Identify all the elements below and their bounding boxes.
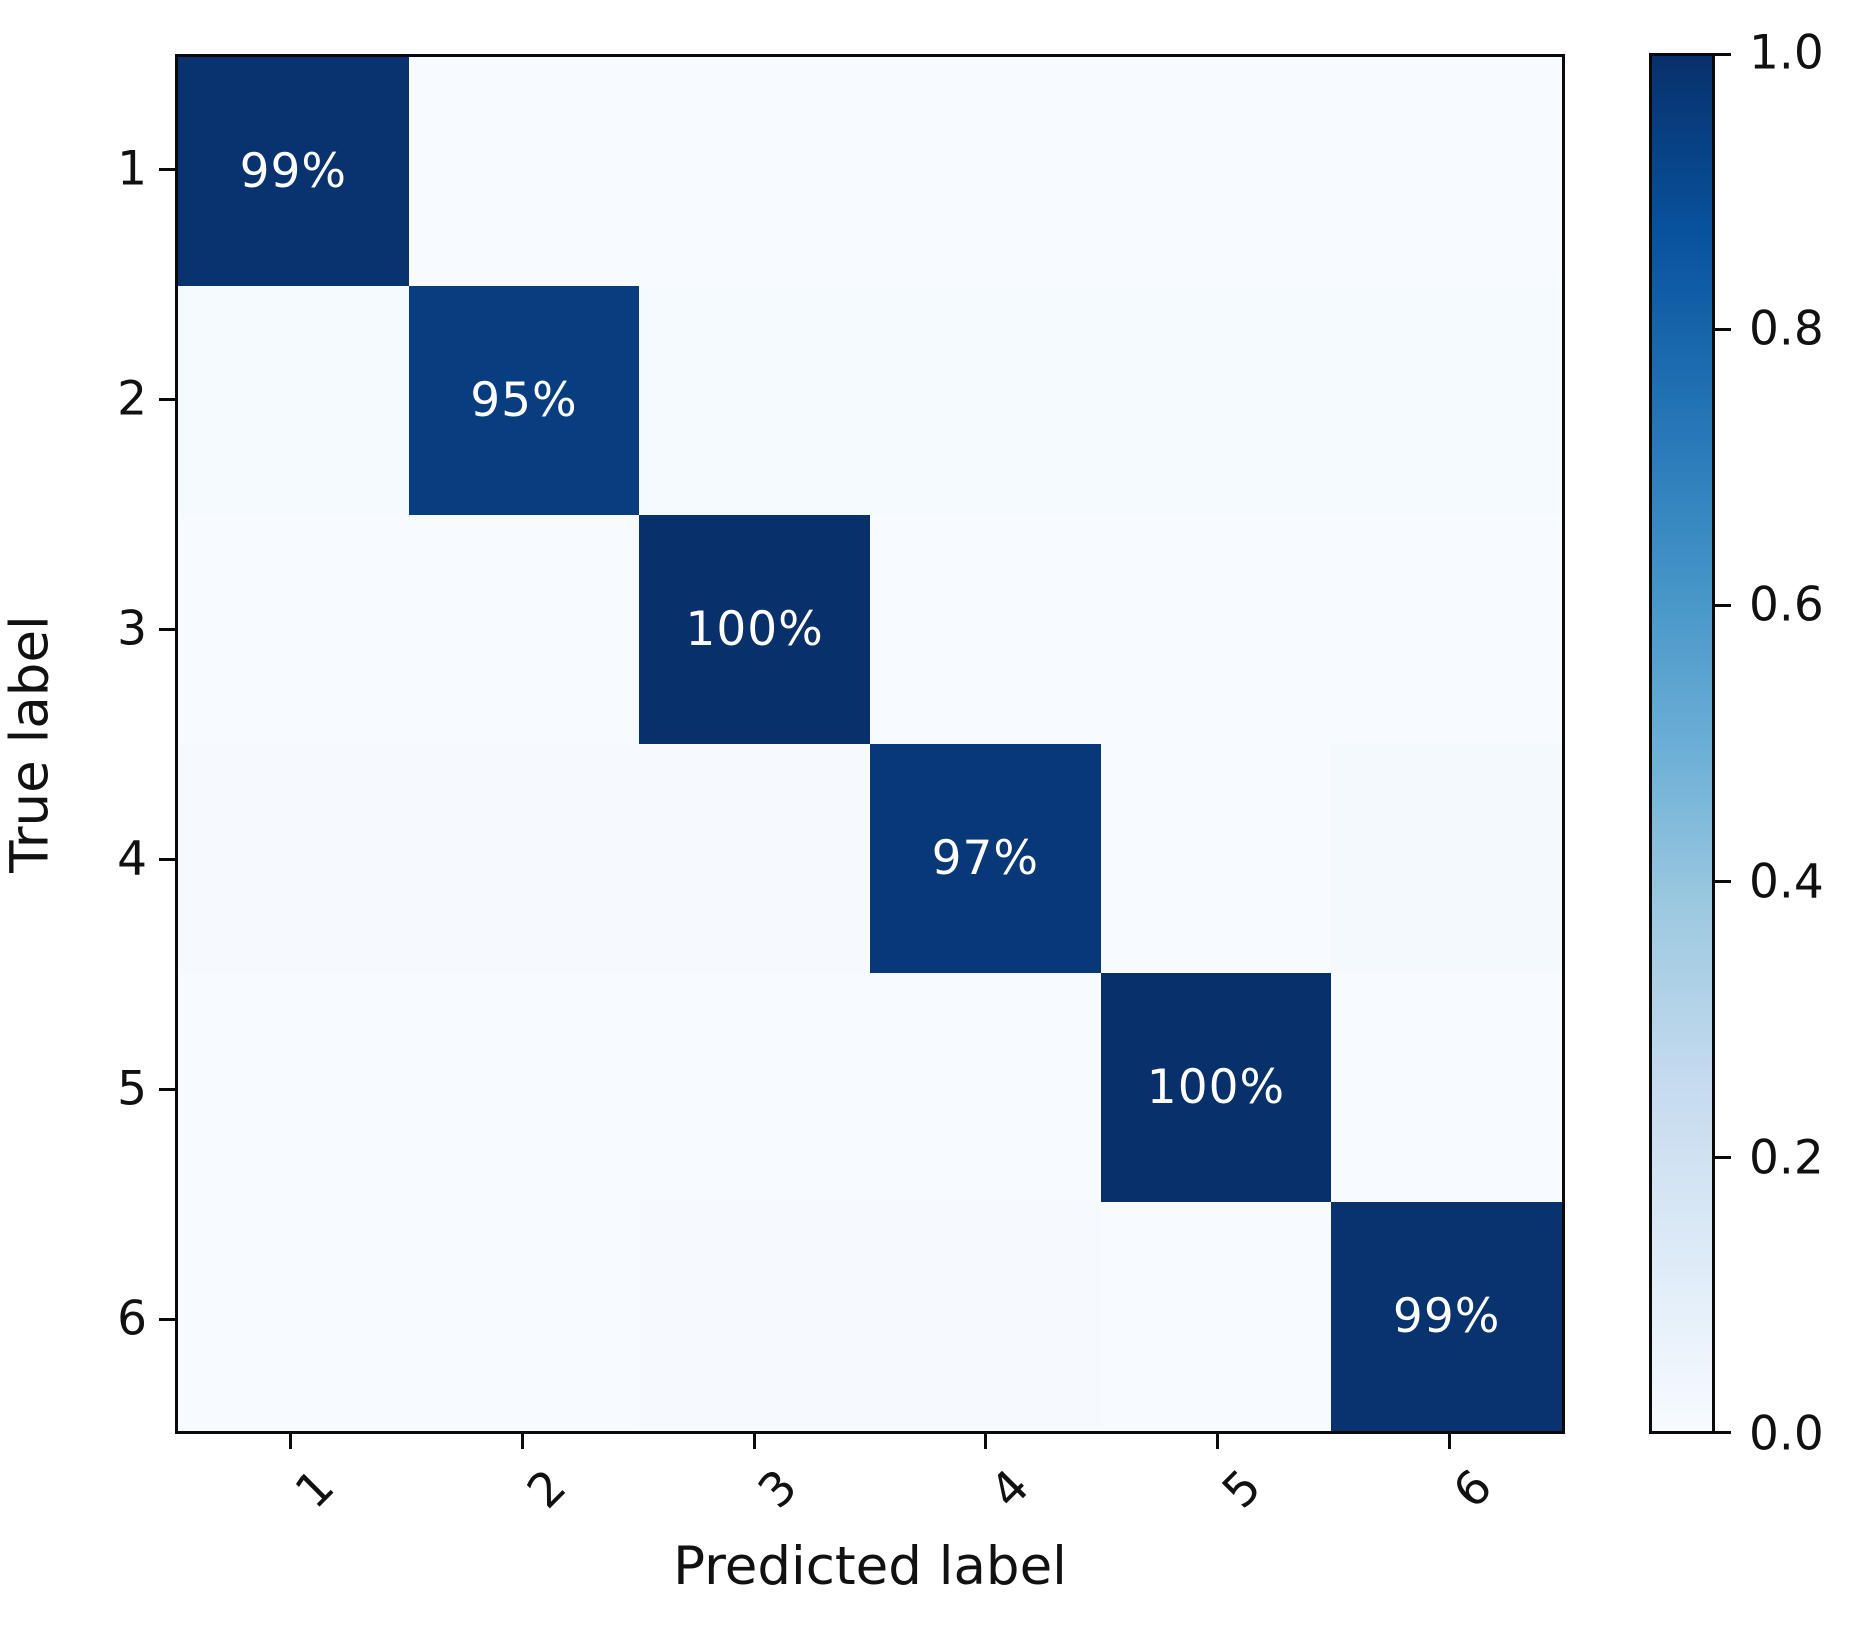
matrix-cell-r2c6 (1331, 286, 1562, 515)
y-tick-mark (159, 857, 175, 861)
y-tick-mark (159, 627, 175, 631)
cell-value-label: 100% (1146, 1060, 1286, 1115)
colorbar-gradient (1649, 53, 1715, 1434)
matrix-cell-r5c6 (1331, 973, 1562, 1202)
x-tick-mark (521, 1434, 524, 1449)
colorbar-tick-label: 0.0 (1749, 1406, 1824, 1462)
y-tick-label: 1 (117, 141, 147, 197)
colorbar-tick-mark (1715, 603, 1731, 607)
matrix-cell-r2c4 (870, 286, 1101, 515)
matrix-cell-r4c1 (178, 744, 409, 973)
matrix-cell-r4c3 (639, 744, 870, 973)
matrix-cell-r1c6 (1331, 57, 1562, 286)
cell-value-label: 95% (470, 373, 578, 428)
y-tick-mark (159, 1087, 175, 1091)
colorbar-tick-label: 0.2 (1749, 1130, 1824, 1186)
matrix-cell-r2c2: 95% (408, 286, 640, 515)
colorbar-tick-mark (1715, 880, 1731, 884)
colorbar-tick-mark (1715, 1156, 1731, 1160)
matrix-cell-r6c3 (639, 1202, 870, 1431)
colorbar-tick-mark (1715, 1431, 1731, 1434)
matrix-cell-r3c6 (1331, 515, 1562, 744)
colorbar-tick-label: 1.0 (1749, 25, 1824, 81)
cell-value-label: 100% (685, 602, 824, 657)
x-tick-label: 5 (1211, 1459, 1272, 1520)
y-tick-mark (159, 397, 175, 401)
y-axis-title: True label (0, 615, 61, 873)
y-tick-label: 3 (117, 601, 147, 657)
matrix-cell-r3c1 (178, 515, 409, 744)
matrix-cell-r4c5 (1100, 744, 1332, 973)
matrix-cell-r5c3 (639, 973, 870, 1202)
colorbar-tick-label: 0.6 (1749, 577, 1824, 633)
x-tick-label: 1 (284, 1459, 345, 1520)
matrix-cell-r6c6: 99% (1331, 1202, 1562, 1431)
x-tick-mark (984, 1434, 988, 1449)
matrix-cell-r4c2 (408, 744, 640, 973)
cell-value-label: 99% (1392, 1289, 1501, 1344)
matrix-cell-r5c4 (870, 973, 1101, 1202)
y-tick-label: 6 (117, 1291, 147, 1347)
x-axis-title: Predicted label (673, 1536, 1067, 1597)
matrix-cell-r3c2 (408, 515, 640, 744)
confusion-matrix-heatmap: 99% 95% 100% 97% 100% 99% (175, 54, 1565, 1434)
matrix-cell-r6c4 (870, 1202, 1101, 1431)
x-tick-mark (752, 1434, 756, 1449)
x-tick-mark (1447, 1434, 1451, 1449)
matrix-cell-r1c1: 99% (178, 57, 409, 286)
colorbar-tick-label: 0.8 (1749, 301, 1824, 357)
matrix-cell-r2c1 (178, 286, 409, 515)
matrix-cell-r3c3: 100% (639, 515, 870, 744)
colorbar-tick-label: 0.4 (1749, 854, 1824, 910)
colorbar-tick-mark (1715, 53, 1731, 56)
y-tick-mark (159, 167, 175, 171)
matrix-cell-r3c5 (1100, 515, 1332, 744)
y-tick-label: 2 (117, 371, 147, 427)
matrix-cell-r4c6 (1331, 744, 1562, 973)
matrix-cell-r4c4: 97% (870, 744, 1101, 973)
x-tick-label: 4 (979, 1459, 1040, 1520)
y-tick-label: 5 (117, 1061, 147, 1117)
x-tick-mark (289, 1434, 293, 1449)
matrix-cell-r5c1 (178, 973, 409, 1202)
colorbar-tick-mark (1715, 327, 1731, 331)
matrix-cell-r6c1 (178, 1202, 409, 1431)
cell-value-label: 99% (239, 144, 348, 199)
matrix-cell-r1c4 (870, 57, 1101, 286)
matrix-cell-r6c2 (408, 1202, 640, 1431)
y-tick-mark (159, 1317, 175, 1321)
x-tick-label: 2 (516, 1459, 577, 1520)
x-tick-label: 3 (748, 1459, 809, 1520)
matrix-cell-r6c5 (1100, 1202, 1332, 1431)
matrix-cell-r2c3 (639, 286, 870, 515)
cell-value-label: 97% (931, 831, 1040, 886)
x-tick-label: 6 (1443, 1459, 1504, 1520)
matrix-cell-r5c5: 100% (1100, 973, 1332, 1202)
matrix-cell-r2c5 (1100, 286, 1332, 515)
matrix-cell-r1c2 (408, 57, 640, 286)
y-tick-label: 4 (117, 831, 147, 887)
matrix-cell-r1c5 (1100, 57, 1332, 286)
matrix-cell-r1c3 (639, 57, 870, 286)
matrix-cell-r3c4 (870, 515, 1101, 744)
x-tick-mark (1216, 1434, 1219, 1449)
matrix-cell-r5c2 (408, 973, 640, 1202)
